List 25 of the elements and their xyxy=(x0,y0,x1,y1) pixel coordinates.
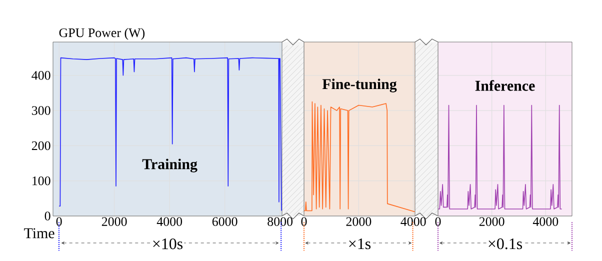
x-tick-label: 4000 xyxy=(532,217,558,226)
y-tick-label: 400 xyxy=(32,71,50,80)
x-tick-label: 2000 xyxy=(102,217,127,226)
x-tick-label: 4000 xyxy=(400,217,426,226)
y-tick-label: 200 xyxy=(32,141,50,150)
x-tick-label: 0 xyxy=(56,217,62,226)
y-tick-label: 0 xyxy=(44,212,50,220)
x-axis-title: Time xyxy=(24,228,54,238)
y-tick-label: 100 xyxy=(32,176,50,186)
x-tick-label: 0 xyxy=(435,217,441,226)
x-tick-label: 0 xyxy=(301,217,307,226)
annotation: Inference xyxy=(475,80,535,91)
text: ×1s xyxy=(349,238,371,250)
y-tick-label: 300 xyxy=(32,106,50,115)
x-tick-label: 2000 xyxy=(479,217,504,226)
x-tick-label: 8000 xyxy=(268,217,293,226)
x-tick-label: 2000 xyxy=(346,217,372,226)
text: ×10s xyxy=(153,238,182,250)
x-tick-label: 4000 xyxy=(156,217,182,226)
text: ×0.1s xyxy=(488,238,522,250)
line-series xyxy=(58,57,282,212)
y-axis-title: GPU Power (W) xyxy=(59,28,145,40)
x-tick-label: 6000 xyxy=(212,217,238,226)
annotation: Training xyxy=(142,158,198,172)
annotation: Fine-tuning xyxy=(322,78,397,92)
